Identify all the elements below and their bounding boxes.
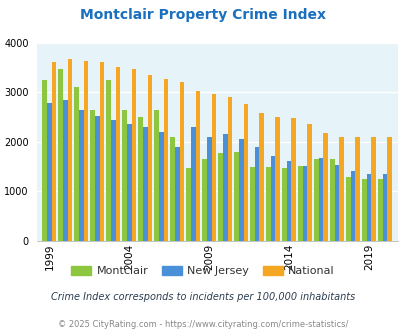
Bar — [371, 137, 375, 241]
Bar — [313, 159, 318, 241]
Bar — [350, 171, 354, 241]
Bar — [281, 168, 286, 241]
Bar — [275, 116, 279, 241]
Bar — [111, 120, 115, 241]
Bar — [382, 174, 386, 241]
Bar — [302, 166, 307, 241]
Bar — [190, 127, 195, 241]
Bar — [323, 133, 327, 241]
Text: Crime Index corresponds to incidents per 100,000 inhabitants: Crime Index corresponds to incidents per… — [51, 292, 354, 302]
Bar — [147, 75, 152, 241]
Bar — [186, 168, 190, 241]
Legend: Montclair, New Jersey, National: Montclair, New Jersey, National — [66, 261, 339, 280]
Bar — [63, 100, 68, 241]
Bar — [291, 117, 295, 241]
Bar — [143, 127, 147, 241]
Bar — [127, 124, 131, 241]
Bar — [131, 69, 136, 241]
Bar — [266, 167, 270, 241]
Bar — [83, 61, 88, 241]
Bar — [58, 69, 63, 241]
Bar — [74, 87, 79, 241]
Bar — [47, 103, 51, 241]
Bar — [175, 147, 179, 241]
Bar — [345, 177, 350, 241]
Bar — [51, 62, 56, 241]
Bar — [354, 137, 359, 241]
Bar — [386, 137, 391, 241]
Bar — [259, 113, 264, 241]
Bar — [329, 159, 334, 241]
Bar — [318, 158, 323, 241]
Bar — [122, 110, 127, 241]
Bar — [106, 80, 111, 241]
Bar — [163, 79, 168, 241]
Text: © 2025 CityRating.com - https://www.cityrating.com/crime-statistics/: © 2025 CityRating.com - https://www.city… — [58, 320, 347, 329]
Bar — [366, 174, 371, 241]
Bar — [238, 139, 243, 241]
Bar — [195, 91, 200, 241]
Bar — [254, 147, 259, 241]
Bar — [222, 134, 227, 241]
Bar — [211, 94, 215, 241]
Bar — [115, 67, 120, 241]
Bar — [334, 165, 339, 241]
Bar — [90, 110, 95, 241]
Bar — [218, 153, 222, 241]
Bar — [297, 166, 302, 241]
Bar — [249, 167, 254, 241]
Bar — [286, 161, 291, 241]
Bar — [339, 137, 343, 241]
Bar — [158, 132, 163, 241]
Bar — [202, 159, 207, 241]
Bar — [99, 62, 104, 241]
Bar — [227, 97, 232, 241]
Bar — [79, 110, 83, 241]
Bar — [179, 82, 184, 241]
Bar — [243, 104, 247, 241]
Bar — [68, 59, 72, 241]
Bar — [377, 179, 382, 241]
Text: Montclair Property Crime Index: Montclair Property Crime Index — [80, 8, 325, 22]
Bar — [42, 80, 47, 241]
Bar — [307, 124, 311, 241]
Bar — [361, 179, 366, 241]
Bar — [234, 152, 238, 241]
Bar — [95, 115, 99, 241]
Bar — [138, 117, 143, 241]
Bar — [154, 110, 158, 241]
Bar — [207, 137, 211, 241]
Bar — [270, 156, 275, 241]
Bar — [170, 137, 175, 241]
